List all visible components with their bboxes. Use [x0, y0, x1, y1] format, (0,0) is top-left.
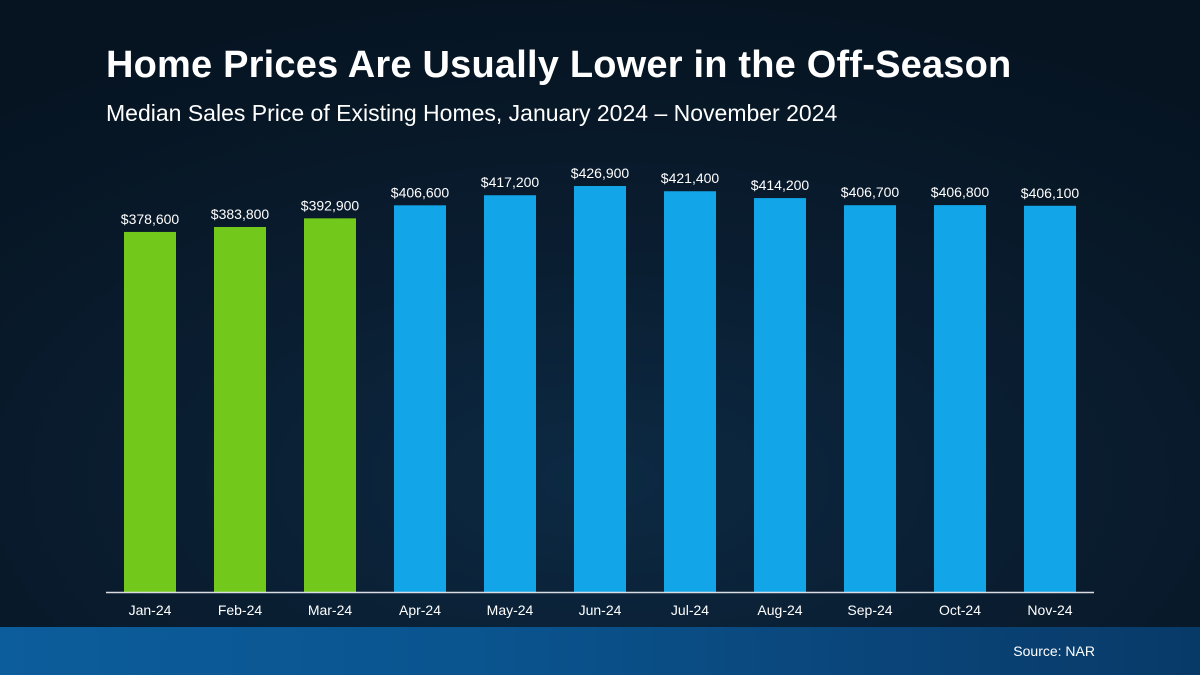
x-tick-label-sep-24: Sep-24: [847, 602, 892, 618]
value-label-apr-24: $406,600: [391, 184, 450, 200]
value-label-jan-24: $378,600: [121, 211, 180, 227]
value-labels-group: $378,600 $383,800 $392,900 $406,600 $417,200…: [121, 165, 1080, 227]
x-tick-label-mar-24: Mar-24: [308, 602, 353, 618]
bar-jul-24: [664, 191, 716, 593]
value-label-oct-24: $406,800: [931, 184, 990, 200]
x-tick-label-feb-24: Feb-24: [218, 602, 263, 618]
value-label-nov-24: $406,100: [1021, 185, 1080, 201]
x-tick-label-jul-24: Jul-24: [671, 602, 709, 618]
chart-subtitle: Median Sales Price of Existing Homes, Ja…: [106, 100, 838, 126]
bar-oct-24: [934, 205, 986, 592]
x-tick-label-apr-24: Apr-24: [399, 602, 441, 618]
value-label-jul-24: $421,400: [661, 170, 720, 186]
bar-jan-24: [124, 231, 176, 592]
bars-group: [124, 186, 1076, 593]
value-label-jun-24: $426,900: [571, 165, 630, 181]
x-tick-label-jun-24: Jun-24: [579, 602, 622, 618]
bar-mar-24: [304, 218, 356, 592]
x-tick-label-aug-24: Aug-24: [757, 602, 802, 618]
footer-band: [0, 627, 1200, 675]
value-label-feb-24: $383,800: [211, 206, 270, 222]
bar-sep-24: [844, 205, 896, 592]
bar-feb-24: [214, 226, 266, 592]
bar-jun-24: [574, 186, 626, 592]
value-label-aug-24: $414,200: [751, 177, 810, 193]
x-tick-label-may-24: May-24: [487, 602, 534, 618]
value-label-mar-24: $392,900: [301, 197, 360, 213]
bar-aug-24: [754, 198, 806, 592]
x-tick-labels-group: Jan-24 Feb-24 Mar-24 Apr-24 May-24 Jun-24 Jul-…: [129, 602, 1073, 618]
value-label-sep-24: $406,700: [841, 184, 900, 200]
x-tick-label-jan-24: Jan-24: [129, 602, 172, 618]
bar-apr-24: [394, 205, 446, 593]
source-note: Source: NAR: [1013, 643, 1095, 659]
x-tick-label-oct-24: Oct-24: [939, 602, 981, 618]
chart-title: Home Prices Are Usually Lower in the Off…: [106, 44, 1012, 86]
bar-nov-24: [1024, 205, 1076, 592]
x-tick-label-nov-24: Nov-24: [1027, 602, 1072, 618]
bar-may-24: [484, 195, 536, 593]
value-label-may-24: $417,200: [481, 174, 540, 190]
